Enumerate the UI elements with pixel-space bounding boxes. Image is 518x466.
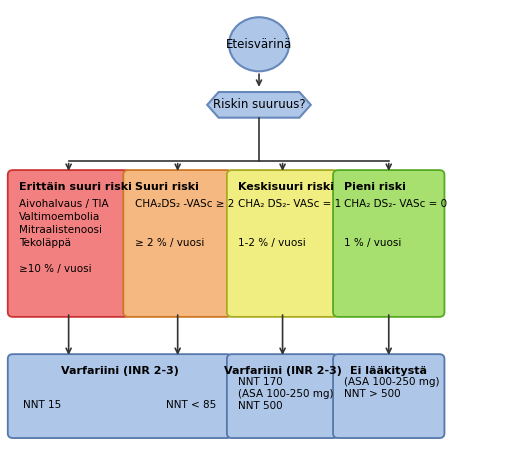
Text: Suuri riski: Suuri riski <box>135 182 198 192</box>
Text: Valtimoembolia: Valtimoembolia <box>19 212 100 222</box>
Text: Varfariini (INR 2-3): Varfariini (INR 2-3) <box>61 366 179 376</box>
Text: Mitraalistenoosi: Mitraalistenoosi <box>19 225 102 235</box>
Text: ≥ 2 % / vuosi: ≥ 2 % / vuosi <box>135 238 204 248</box>
Polygon shape <box>207 92 311 117</box>
Text: ≥10 % / vuosi: ≥10 % / vuosi <box>19 264 92 274</box>
FancyBboxPatch shape <box>333 354 444 438</box>
Text: Ei lääkitystä: Ei lääkitystä <box>350 366 427 376</box>
Circle shape <box>229 17 289 71</box>
FancyBboxPatch shape <box>227 170 338 317</box>
Text: CHA₂ DS₂- VASc = 1: CHA₂ DS₂- VASc = 1 <box>238 199 341 209</box>
Text: NNT 170: NNT 170 <box>238 377 283 386</box>
Text: CHA₂DS₂ -VASc ≥ 2: CHA₂DS₂ -VASc ≥ 2 <box>135 199 234 209</box>
Text: Keskisuuri riski: Keskisuuri riski <box>238 182 334 192</box>
Text: (ASA 100-250 mg): (ASA 100-250 mg) <box>344 377 440 386</box>
FancyBboxPatch shape <box>227 354 338 438</box>
Text: Erittäin suuri riski: Erittäin suuri riski <box>19 182 132 192</box>
FancyBboxPatch shape <box>8 170 130 317</box>
Text: Aivohalvaus / TIA: Aivohalvaus / TIA <box>19 199 109 209</box>
Text: (ASA 100-250 mg): (ASA 100-250 mg) <box>238 389 334 398</box>
Text: 1 % / vuosi: 1 % / vuosi <box>344 238 402 248</box>
FancyBboxPatch shape <box>333 170 444 317</box>
Text: Varfariini (INR 2-3): Varfariini (INR 2-3) <box>224 366 341 376</box>
Text: Riskin suuruus?: Riskin suuruus? <box>213 98 305 111</box>
Text: NNT 15: NNT 15 <box>23 400 62 410</box>
FancyBboxPatch shape <box>123 170 232 317</box>
Text: NNT 500: NNT 500 <box>238 401 283 411</box>
Text: NNT < 85: NNT < 85 <box>166 400 217 410</box>
Text: Tekoläppä: Tekoläppä <box>19 238 71 248</box>
Text: CHA₂ DS₂- VASc = 0: CHA₂ DS₂- VASc = 0 <box>344 199 448 209</box>
FancyBboxPatch shape <box>8 354 232 438</box>
Text: 1-2 % / vuosi: 1-2 % / vuosi <box>238 238 306 248</box>
Text: Pieni riski: Pieni riski <box>344 182 406 192</box>
Text: Eteisvärinä: Eteisvärinä <box>226 38 292 51</box>
Text: NNT > 500: NNT > 500 <box>344 389 401 398</box>
